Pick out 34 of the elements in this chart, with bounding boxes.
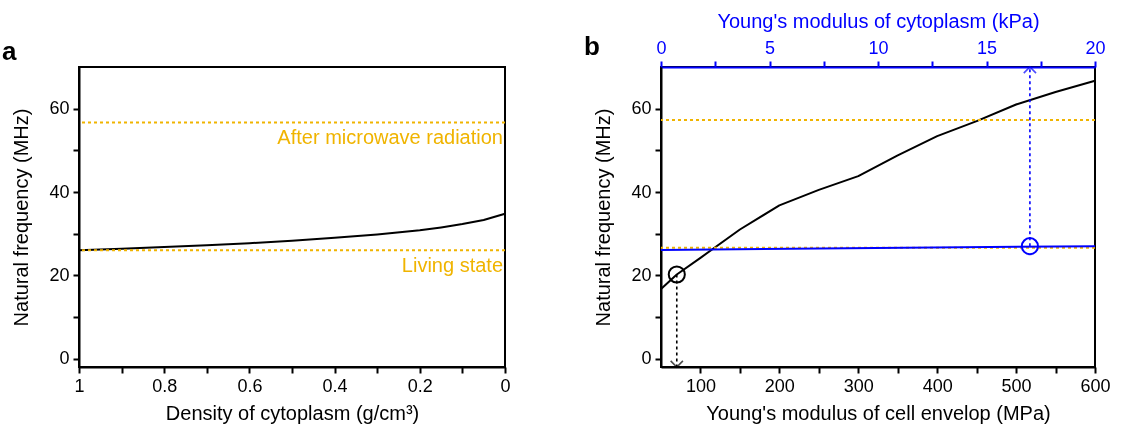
x2-tick-label: 15 <box>976 37 998 58</box>
x-tick-label: 0.6 <box>237 375 263 396</box>
x-axis-title: Density of cytoplasm (g/cm³) <box>165 401 420 424</box>
x2-tick-label: 0 <box>656 37 667 58</box>
x-tick-label: 0.4 <box>322 375 348 396</box>
x-tick-label: 0.8 <box>152 375 178 396</box>
y-tick-label: 0 <box>641 348 652 369</box>
x-tick-label: 1 <box>74 375 85 396</box>
x-tick-label: 500 <box>1001 375 1032 396</box>
x2-axis-title: Young's modulus of cytoplasm (kPa) <box>717 9 1040 32</box>
y-tick-label: 60 <box>49 98 70 119</box>
x-axis-title: Young's modulus of cell envelop (MPa) <box>706 401 1051 424</box>
ref-line-label: After microwave radiation <box>277 126 503 149</box>
x2-tick-label: 10 <box>868 37 889 58</box>
x-tick-label: 0 <box>500 375 511 396</box>
x2-tick-label: 5 <box>764 37 776 58</box>
x-tick-label: 300 <box>843 375 874 396</box>
y-axis-title: Natural frequency (MHz) <box>592 108 615 327</box>
x-tick-label: 600 <box>1080 375 1111 396</box>
ref-line-label: Living state <box>401 254 503 277</box>
x-tick-label: 200 <box>764 375 795 396</box>
y-axis-title: Natural frequency (MHz) <box>10 108 33 327</box>
y-tick-label: 0 <box>59 348 70 369</box>
y-tick-label: 60 <box>631 98 652 119</box>
chart-title: b <box>583 31 600 61</box>
x-tick-label: 400 <box>922 375 953 396</box>
x2-tick-label: 20 <box>1085 37 1106 58</box>
y-tick-label: 40 <box>49 181 70 202</box>
chart-title: a <box>1 36 17 66</box>
y-tick-label: 40 <box>631 181 652 202</box>
y-tick-label: 20 <box>49 264 70 285</box>
x-tick-label: 100 <box>685 375 716 396</box>
y-tick-label: 20 <box>631 264 652 285</box>
x-tick-label: 0.2 <box>407 375 433 396</box>
